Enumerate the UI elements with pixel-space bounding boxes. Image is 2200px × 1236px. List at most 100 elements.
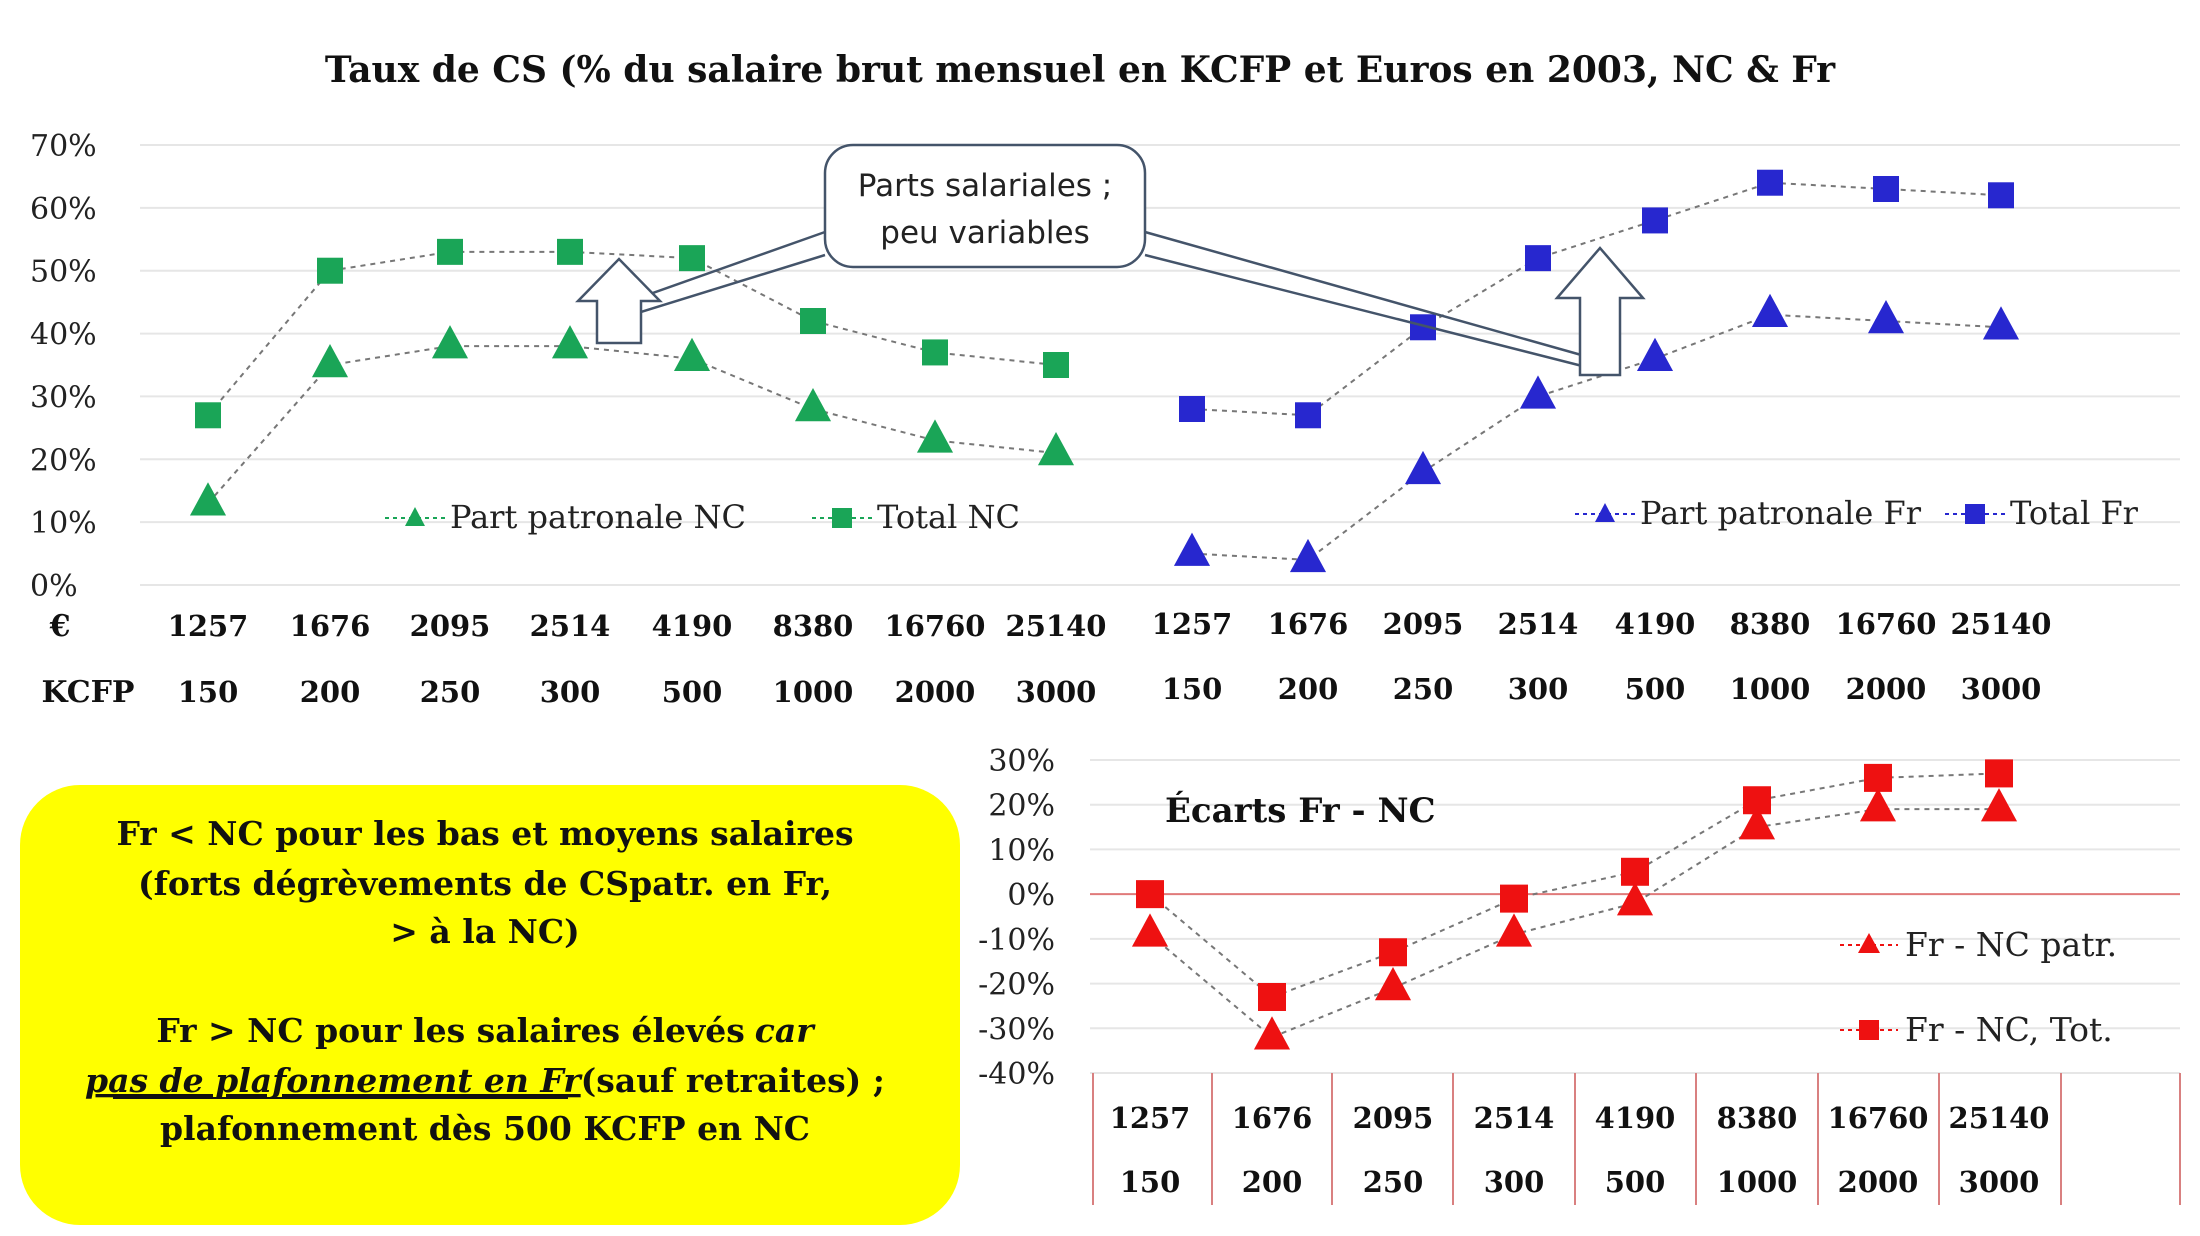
note-box-background — [20, 785, 960, 1225]
note-box: Fr < NC pour les bas et moyens salaires … — [20, 785, 960, 1225]
data-point-fr-nc-patr — [1859, 788, 1897, 822]
data-point-fr-nc-patr — [1616, 882, 1654, 916]
series-line-total-nc — [207, 250, 1057, 416]
y-tick-label: -40% — [978, 1057, 1055, 1092]
data-point-total-nc — [679, 245, 705, 272]
data-point-fr-nc-tot — [1500, 884, 1528, 913]
y-tick-label: 30% — [30, 380, 97, 415]
x-tick-label-euro: 25140 — [1006, 609, 1107, 643]
y-tick-label: 30% — [988, 744, 1055, 779]
callout-line-1: Parts salariales ; — [858, 168, 1112, 204]
callout-line-2: peu variables — [880, 215, 1089, 251]
y-tick-label: 20% — [30, 443, 97, 478]
data-point-part-patronale-nc — [431, 325, 469, 359]
callout: Parts salariales ; peu variables — [615, 143, 1599, 372]
data-point-part-patronale-nc — [551, 325, 589, 359]
data-point-part-patronale-nc — [916, 419, 954, 453]
data-point-fr-nc-patr — [1495, 913, 1533, 947]
x-tick-label-euro: 2095 — [1353, 1101, 1434, 1135]
y-tick-label: 20% — [988, 789, 1055, 824]
legend-item-part-patronale-nc: Part patronale NC — [385, 498, 746, 536]
data-point-total-nc — [1043, 352, 1069, 378]
x-tick-label-euro: 2514 — [1498, 607, 1579, 641]
data-point-fr-nc-tot — [1864, 763, 1892, 792]
x-tick-label-euro: 8380 — [773, 609, 854, 643]
data-point-total-fr — [1295, 402, 1321, 429]
data-point-total-fr — [1179, 396, 1205, 422]
top-chart-series — [189, 169, 2020, 573]
x-tick-label-kcfp: 300 — [1484, 1165, 1545, 1199]
x-tick-label-euro: 4190 — [1615, 607, 1696, 641]
top-x-axis-ticks: € KCFP 1257 150 1676 200 2095 250 2514 300 4190 5… — [41, 607, 2051, 710]
y-tick-label: 0% — [1007, 878, 1055, 913]
note-line-3: > à la NC) — [390, 912, 579, 951]
series-line-total-fr — [1191, 181, 2002, 417]
x-tick-label-euro: 1257 — [168, 609, 249, 643]
data-point-total-nc — [317, 257, 343, 284]
data-point-fr-nc-tot — [1136, 880, 1164, 909]
legend-label: Total NC — [877, 498, 1020, 536]
x-tick-label-kcfp: 150 — [1120, 1165, 1181, 1199]
legend-triangle-marker — [1595, 503, 1615, 522]
data-point-total-fr — [1642, 207, 1668, 234]
y-tick-label: -30% — [978, 1012, 1055, 1047]
x-tick-label-euro: 8380 — [1717, 1101, 1798, 1135]
x-tick-label-kcfp: 250 — [1363, 1165, 1424, 1199]
x-tick-label-kcfp: 250 — [1393, 672, 1454, 706]
legend-item-part-patronale-fr: Part patronale Fr — [1575, 494, 1922, 532]
data-point-part-patronale-fr — [1289, 538, 1327, 573]
note-line-2: (forts dégrèvements de CSpatr. en Fr, — [138, 864, 832, 903]
x-tick-label-euro: 1676 — [1232, 1101, 1313, 1135]
x-tick-label-kcfp: 1000 — [1730, 672, 1811, 706]
bottom-chart-title: Écarts Fr - NC — [1165, 790, 1436, 831]
data-point-part-patronale-fr — [1751, 293, 1789, 327]
up-arrow-nc-icon — [575, 257, 663, 345]
x-tick-label-kcfp: 3000 — [1016, 675, 1097, 709]
y-tick-label: 10% — [30, 506, 97, 541]
legend-square-marker — [832, 508, 852, 528]
x-tick-label-kcfp: 1000 — [1717, 1165, 1798, 1199]
x-tick-label-kcfp: 500 — [1625, 672, 1686, 706]
data-point-total-nc — [922, 339, 948, 366]
x-tick-label-euro: 16760 — [1828, 1101, 1929, 1135]
euro-row-label: € — [49, 609, 71, 644]
x-tick-label-kcfp: 2000 — [895, 675, 976, 709]
x-tick-label-kcfp: 300 — [540, 675, 601, 709]
data-point-part-patronale-nc — [673, 337, 711, 371]
data-point-part-patronale-fr — [1173, 532, 1211, 566]
x-tick-label-euro: 4190 — [652, 609, 733, 643]
data-point-fr-nc-patr — [1980, 788, 2018, 822]
y-tick-label: 40% — [30, 318, 97, 353]
data-point-fr-nc-tot — [1743, 786, 1771, 815]
legend-item-total-fr: Total Fr — [1945, 494, 2139, 532]
chart-title: Taux de CS (% du salaire brut mensuel en… — [325, 49, 1836, 91]
legend-square-marker — [1859, 1020, 1879, 1040]
data-point-part-patronale-nc — [794, 388, 832, 422]
data-point-part-patronale-nc — [189, 482, 227, 516]
data-point-total-fr — [1873, 176, 1899, 202]
data-point-total-nc — [437, 238, 463, 265]
x-tick-label-kcfp: 200 — [300, 675, 361, 709]
note-line-5: pas de plafonnement en Fr(sauf retraites… — [85, 1061, 885, 1100]
bottom-chart-series — [1131, 759, 2018, 1050]
x-tick-label-euro: 1676 — [290, 609, 371, 643]
up-arrow-fr-icon — [1554, 246, 1646, 377]
legend-label: Fr - NC patr. — [1905, 925, 2117, 964]
top-y-axis-ticks: 70% 60% 50% 40% 30% 20% 10% 0% — [30, 129, 97, 604]
x-tick-label-kcfp: 3000 — [1959, 1165, 2040, 1199]
series-line-part-patronale-nc — [207, 345, 1057, 504]
x-tick-label-kcfp: 3000 — [1961, 672, 2042, 706]
data-point-part-patronale-nc — [311, 344, 349, 378]
data-point-fr-nc-patr — [1253, 1016, 1291, 1050]
data-point-total-nc — [800, 308, 826, 334]
data-point-fr-nc-patr — [1131, 913, 1169, 947]
x-tick-label-euro: 25140 — [1949, 1101, 2050, 1135]
x-tick-label-euro: 16760 — [1836, 607, 1937, 641]
y-tick-label: 70% — [30, 129, 97, 164]
x-tick-label-euro: 2095 — [1383, 607, 1464, 641]
data-point-total-fr — [1988, 182, 2014, 209]
data-point-part-patronale-fr — [1404, 450, 1442, 485]
note-line-1: Fr < NC pour les bas et moyens salaires — [116, 814, 853, 853]
y-tick-label: -10% — [978, 923, 1055, 958]
